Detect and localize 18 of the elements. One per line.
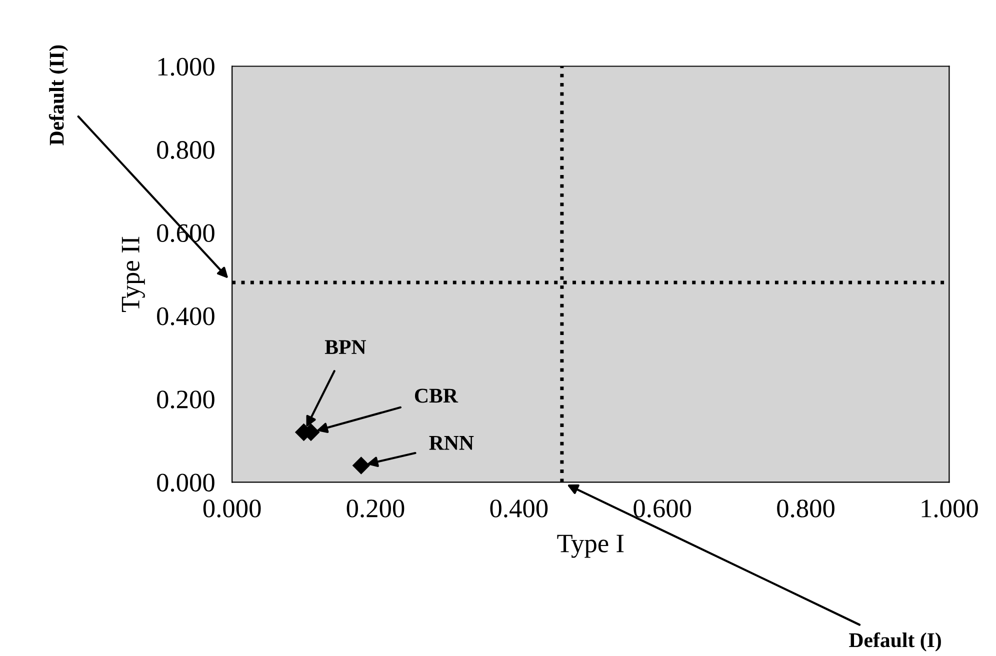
x-tick-label: 1.000 — [922, 500, 978, 518]
annotation: BPN — [324, 340, 366, 354]
y-tick-label: 0.000 — [157, 474, 214, 492]
x-tick-label: 0.000 — [203, 500, 261, 518]
y-tick-label: 0.200 — [157, 390, 214, 409]
x-tick-label: 0.400 — [490, 500, 548, 518]
annotation: RNN — [429, 436, 474, 450]
x-tick-label: 0.800 — [777, 500, 834, 518]
x-tick-label: 0.600 — [634, 500, 692, 518]
text: Default (II) — [48, 45, 68, 146]
y-tick-label: 0.400 — [157, 307, 214, 326]
y-tick-label: 0.800 — [157, 141, 214, 159]
x-tick-label: 0.200 — [346, 500, 404, 518]
x-axis-title: Type I — [557, 534, 624, 558]
annotation: CBR — [414, 388, 458, 403]
text: Default (I) — [849, 632, 941, 652]
y-tick-label: 1.000 — [158, 58, 214, 76]
y-axis-title: Type II — [122, 236, 145, 312]
